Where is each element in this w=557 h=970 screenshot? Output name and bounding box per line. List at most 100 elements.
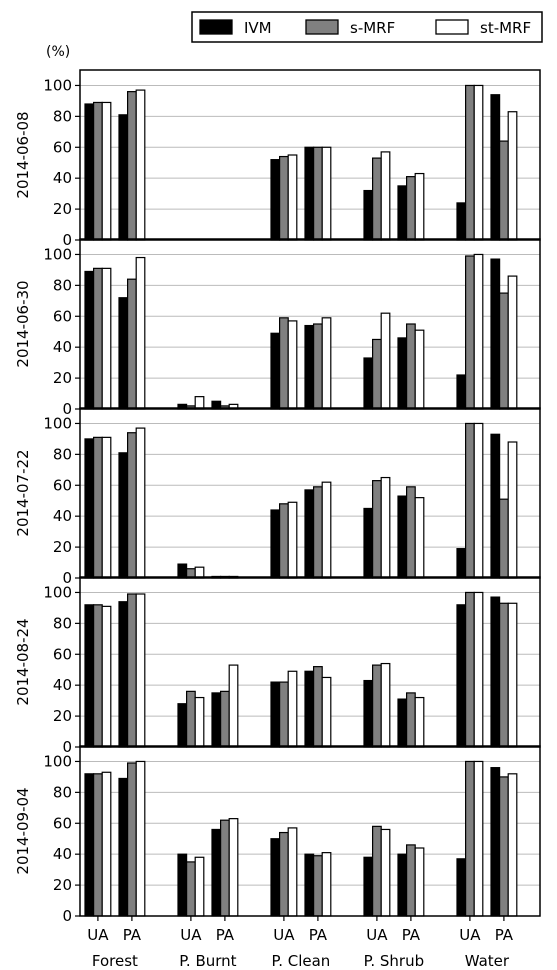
bar-2014-09-04-P. Clean-PA-s-MRF — [313, 855, 323, 917]
y-tick-label: 20 — [53, 876, 72, 894]
legend-label-s-MRF: s-MRF — [350, 19, 395, 37]
bar-2014-06-08-P. Clean-UA-IVM — [270, 159, 281, 241]
bar-2014-09-04-P. Shrub-UA-IVM — [363, 856, 374, 917]
bar-2014-06-08-P. Shrub-UA-IVM — [363, 189, 374, 241]
bar-2014-07-22-Water-UA-IVM — [456, 548, 467, 579]
bar-2014-08-24-Forest-PA-s-MRF — [126, 593, 137, 748]
y-tick-label: 60 — [53, 476, 72, 494]
bar-2014-06-08-P. Clean-PA-st-MRF — [321, 146, 332, 241]
bar-2014-08-24-Water-PA-IVM — [490, 596, 501, 748]
bar-2014-07-22-P. Clean-PA-st-MRF — [321, 481, 332, 579]
bar-2014-09-04-Forest-PA-st-MRF — [135, 760, 146, 917]
bar-2014-06-08-P. Shrub-PA-s-MRF — [406, 176, 416, 241]
legend: IVM s-MRF st-MRF — [191, 11, 543, 43]
group-label: P. Clean — [271, 952, 330, 970]
legend-label-st-MRF: st-MRF — [480, 19, 531, 37]
bar-2014-07-22-Forest-PA-st-MRF — [135, 427, 146, 579]
bar-2014-08-24-P. Burnt-PA-st-MRF — [228, 664, 239, 748]
legend-swatch-st-MRF — [435, 19, 469, 35]
bar-2014-06-30-Water-PA-IVM — [490, 258, 501, 410]
bar-2014-09-04-Water-PA-IVM — [490, 767, 501, 917]
bar-2014-07-22-Water-UA-st-MRF — [473, 422, 484, 579]
bar-2014-06-08-Water-PA-IVM — [490, 94, 501, 241]
panel-frame — [79, 745, 541, 917]
y-tick-label: 80 — [53, 107, 72, 125]
group-label: Forest — [92, 952, 138, 970]
y-tick-label: 20 — [53, 707, 72, 725]
bar-2014-06-08-P. Clean-PA-IVM — [304, 146, 315, 241]
bar-2014-09-04-Water-UA-st-MRF — [473, 760, 484, 917]
bar-2014-06-08-Water-PA-s-MRF — [499, 140, 509, 241]
panel-date-label: 2014-06-08 — [14, 111, 32, 198]
bar-2014-09-04-P. Burnt-PA-st-MRF — [228, 818, 239, 917]
bar-2014-06-30-P. Clean-PA-s-MRF — [313, 323, 323, 410]
y-tick-label: 40 — [53, 845, 72, 863]
bar-2014-06-08-Forest-UA-st-MRF — [101, 101, 112, 241]
bar-2014-06-30-Forest-UA-st-MRF — [101, 267, 112, 410]
y-unit-label: (%) — [46, 44, 70, 60]
bar-2014-06-08-P. Clean-UA-st-MRF — [287, 154, 298, 241]
bar-2014-06-30-Forest-PA-s-MRF — [126, 278, 137, 410]
bar-2014-06-08-P. Shrub-PA-IVM — [397, 185, 408, 241]
x-tick-label-UA: UA — [459, 926, 481, 944]
bar-2014-09-04-P. Burnt-UA-IVM — [177, 853, 188, 917]
bar-2014-06-30-P. Clean-PA-IVM — [304, 324, 315, 410]
bar-2014-07-22-P. Clean-PA-IVM — [304, 489, 315, 579]
bar-2014-06-30-Water-UA-st-MRF — [473, 253, 484, 410]
bar-2014-09-04-Water-PA-s-MRF — [499, 776, 509, 917]
bar-2014-06-08-P. Clean-UA-s-MRF — [279, 155, 289, 241]
bar-2014-09-04-P. Burnt-PA-s-MRF — [220, 819, 230, 917]
y-tick-label: 40 — [53, 676, 72, 694]
bar-2014-08-24-P. Shrub-UA-s-MRF — [372, 664, 382, 748]
bar-2014-09-04-P. Clean-UA-s-MRF — [279, 831, 289, 917]
panel-frame — [79, 69, 541, 241]
panel-date-label: 2014-08-24 — [14, 618, 32, 705]
bar-2014-08-24-P. Clean-UA-s-MRF — [279, 681, 289, 748]
y-tick-label: 0 — [62, 907, 72, 925]
y-tick-label: 20 — [53, 369, 72, 387]
bar-2014-08-24-P. Clean-PA-IVM — [304, 670, 315, 748]
y-tick-label: 60 — [53, 645, 72, 663]
panel-frame — [79, 576, 541, 748]
bar-2014-06-30-Forest-PA-st-MRF — [135, 256, 146, 410]
y-tick-label: 40 — [53, 338, 72, 356]
bar-2014-09-04-P. Shrub-PA-IVM — [397, 853, 408, 917]
bar-2014-06-08-Forest-UA-s-MRF — [92, 101, 103, 241]
bar-2014-08-24-P. Burnt-UA-IVM — [177, 703, 188, 748]
panel-2014-09-04: 0 20 40 60 80 100 2014-09-04 — [14, 745, 541, 925]
bar-2014-07-22-Forest-PA-s-MRF — [126, 432, 137, 579]
bar-2014-09-04-Forest-PA-IVM — [118, 777, 129, 917]
y-tick-label: 60 — [53, 307, 72, 325]
y-tick-label: 80 — [53, 783, 72, 801]
bar-2014-06-30-P. Clean-UA-s-MRF — [279, 317, 289, 410]
bar-2014-07-22-P. Clean-UA-st-MRF — [287, 501, 298, 579]
x-tick-label-UA: UA — [273, 926, 295, 944]
bar-2014-07-22-P. Shrub-UA-st-MRF — [380, 476, 391, 579]
bar-2014-07-22-P. Burnt-UA-IVM — [177, 563, 188, 579]
y-tick-label: 0 — [62, 738, 72, 756]
bar-2014-08-24-Forest-PA-IVM — [118, 601, 129, 748]
bar-2014-07-22-Water-PA-st-MRF — [507, 441, 518, 579]
y-tick-label: 100 — [43, 583, 72, 601]
y-tick-label: 40 — [53, 507, 72, 525]
panel-date-label: 2014-09-04 — [14, 787, 32, 874]
bar-2014-09-04-P. Clean-UA-st-MRF — [287, 827, 298, 917]
bar-2014-08-24-P. Clean-UA-st-MRF — [287, 670, 298, 748]
legend-box — [191, 11, 543, 43]
bar-2014-08-24-Forest-UA-st-MRF — [101, 605, 112, 748]
bar-2014-06-08-Forest-PA-IVM — [118, 114, 129, 241]
panel-date-label: 2014-07-22 — [14, 449, 32, 536]
panels: 0 20 40 60 80 100 2014-06-08 0 20 40 60 80 100 2014-0… — [14, 69, 541, 925]
panel-frame — [79, 238, 541, 410]
panel-2014-07-22: 0 20 40 60 80 100 2014-07-22 — [14, 407, 541, 587]
x-tick-label-PA: PA — [216, 926, 235, 944]
bar-2014-06-08-Forest-PA-st-MRF — [135, 89, 146, 241]
bar-2014-06-30-Forest-PA-IVM — [118, 297, 129, 410]
x-tick-label-PA: PA — [495, 926, 514, 944]
bar-2014-06-30-P. Shrub-PA-IVM — [397, 337, 408, 410]
bar-2014-06-08-P. Shrub-UA-s-MRF — [372, 157, 382, 241]
y-tick-label: 40 — [53, 169, 72, 187]
panel-2014-06-08: 0 20 40 60 80 100 2014-06-08 — [14, 69, 541, 249]
bar-2014-07-22-P. Clean-UA-s-MRF — [279, 503, 289, 579]
y-tick-label: 100 — [43, 414, 72, 432]
